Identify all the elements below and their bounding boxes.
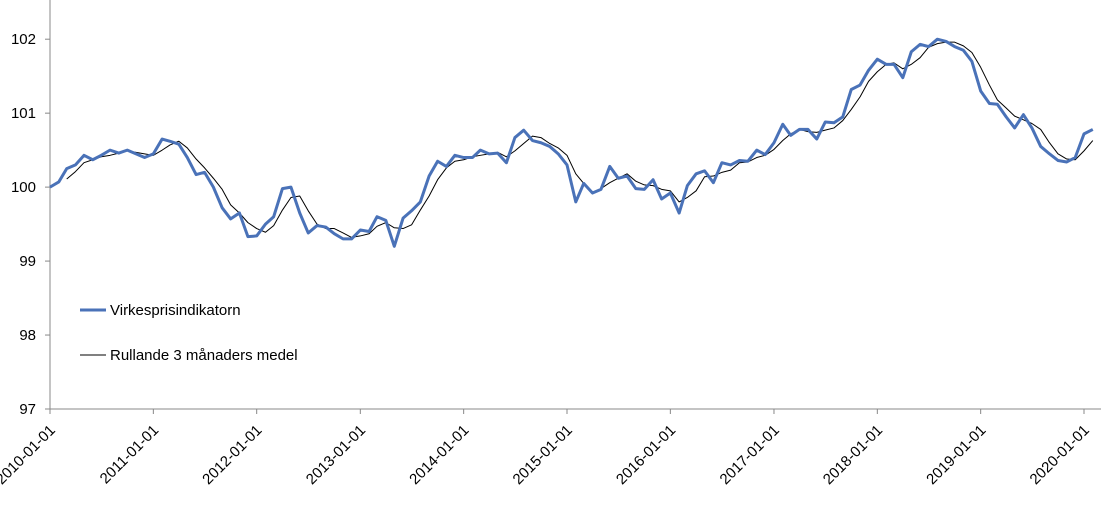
x-tick-label: 2011-01-01 — [97, 422, 162, 487]
x-tick-label: 2016-01-01 — [613, 422, 679, 488]
series-line — [66, 41, 1094, 238]
y-tick-label: 97 — [19, 401, 36, 418]
x-tick-label: 2012-01-01 — [199, 422, 265, 488]
series-line — [49, 37, 1094, 248]
legend-label: Virkesprisindikatorn — [110, 302, 241, 319]
x-tick-label: 2014-01-01 — [406, 422, 472, 488]
y-tick-label: 99 — [19, 253, 36, 270]
x-tick-label: 2020-01-01 — [1027, 422, 1093, 488]
x-tick-label: 2015-01-01 — [510, 422, 576, 488]
x-tick-label: 2017-01-01 — [717, 422, 783, 488]
x-tick-label: 2018-01-01 — [820, 422, 886, 488]
y-tick-label: 102 — [11, 31, 36, 48]
y-tick-label: 98 — [19, 327, 36, 344]
legend-label: Rullande 3 månaders medel — [110, 347, 298, 364]
x-tick-label: 2019-01-01 — [923, 422, 989, 488]
y-tick-label: 100 — [11, 179, 36, 196]
x-tick-label: 2010-01-01 — [0, 422, 59, 488]
y-tick-label: 101 — [11, 105, 36, 122]
x-tick-label: 2013-01-01 — [303, 422, 369, 488]
